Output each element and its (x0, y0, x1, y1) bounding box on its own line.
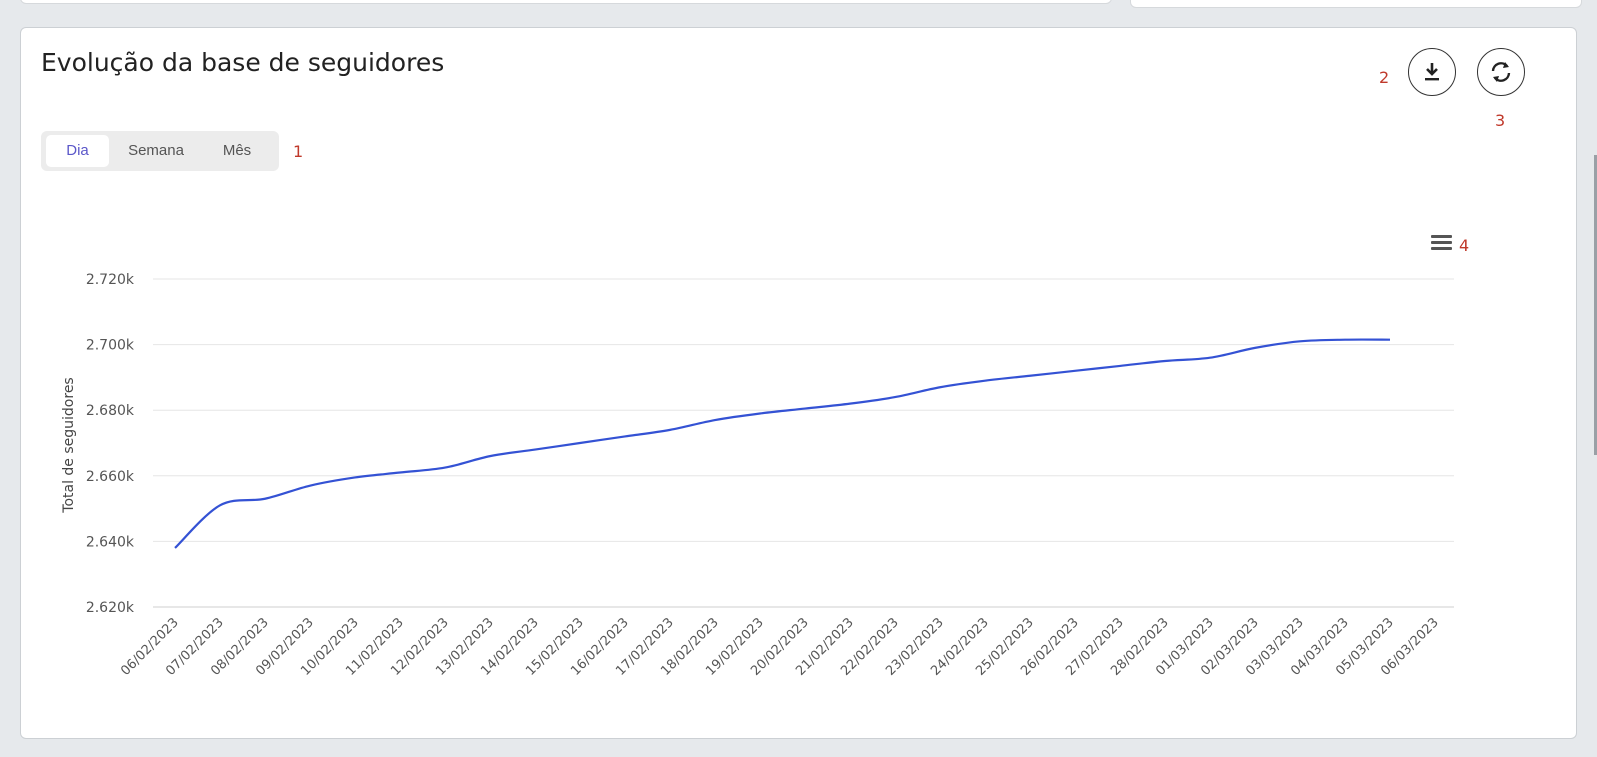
refresh-button[interactable] (1477, 48, 1525, 96)
series-line (174, 338, 1391, 549)
chart-menu-button[interactable] (1431, 233, 1453, 258)
period-tabs: Dia Semana Mês (41, 131, 279, 171)
followers-line-chart: 2.720k 2.700k 2.680k 2.660k 2.640k 2.620k 06/… (61, 272, 1454, 679)
y-tick-label: 2.700k (86, 338, 135, 354)
y-tick-label: 2.680k (86, 403, 135, 419)
y-tick-label: 2.720k (86, 272, 135, 288)
followers-evolution-card: Evolução da base de seguidores Dia Seman… (20, 27, 1577, 739)
download-icon (1425, 63, 1439, 81)
grid-lines (153, 278, 1454, 608)
tab-dia[interactable]: Dia (46, 135, 109, 167)
annotation-download: 2 (1379, 68, 1390, 87)
download-button[interactable] (1408, 48, 1456, 96)
annotation-chart-menu: 4 (1459, 236, 1470, 255)
y-tick-label: 2.640k (86, 534, 135, 550)
y-tick-label: 2.660k (86, 469, 135, 485)
window-edge (1594, 155, 1597, 455)
y-axis-ticks: 2.720k 2.700k 2.680k 2.660k 2.640k 2.620k (86, 272, 135, 616)
tab-mes[interactable]: Mês (222, 142, 252, 159)
y-tick-label: 2.620k (86, 600, 135, 616)
tab-semana[interactable]: Semana (128, 142, 184, 159)
annotation-refresh: 3 (1495, 111, 1506, 130)
x-axis-ticks: 06/02/202307/02/202308/02/202309/02/2023… (118, 615, 1442, 679)
card-title: Evolução da base de seguidores (41, 48, 445, 77)
top-card-left (20, 0, 1112, 4)
y-axis-label: Total de seguidores (61, 377, 77, 513)
refresh-icon (1491, 62, 1511, 82)
hamburger-menu-icon (1431, 235, 1452, 250)
top-card-right (1130, 0, 1582, 8)
annotation-period-tabs: 1 (293, 142, 304, 161)
